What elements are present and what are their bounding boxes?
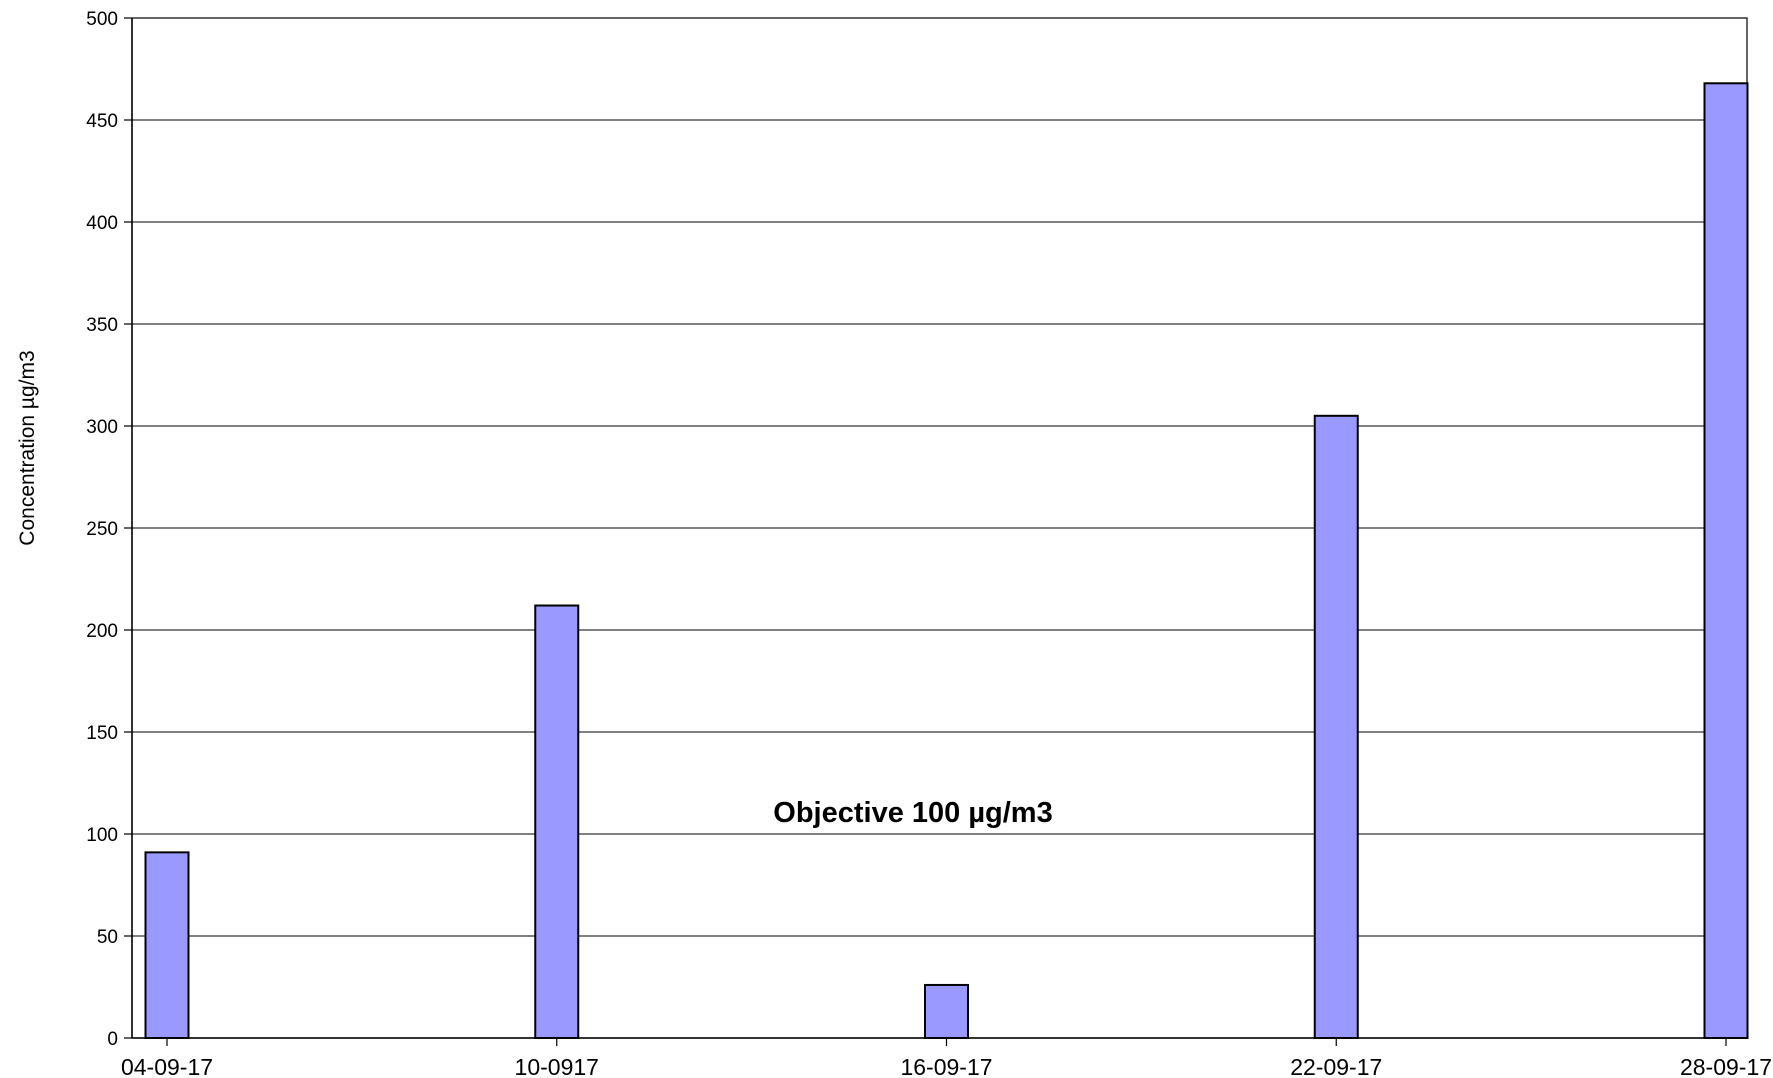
y-tick-label: 400	[86, 213, 118, 234]
x-tick-label: 28-09-17	[1680, 1054, 1772, 1078]
x-tick-label: 22-09-17	[1290, 1054, 1382, 1078]
bar	[1703, 82, 1749, 1039]
x-tick-labels: 04-09-17 10-0917 16-09-17 22-09-17 28-09-17	[121, 1054, 1772, 1078]
y-tick-label: 450	[86, 111, 118, 132]
x-tick-label: 16-09-17	[900, 1054, 992, 1078]
objective-annotation: Objective 100 µg/m3	[773, 797, 1052, 829]
bar	[534, 604, 580, 1040]
y-tick-label: 350	[86, 315, 118, 336]
y-tick-label: 300	[86, 417, 118, 438]
y-tick-label: 150	[86, 723, 118, 744]
y-tick-label: 500	[86, 9, 118, 30]
y-tick-label: 250	[86, 519, 118, 540]
y-tick-label: 0	[107, 1029, 118, 1050]
y-tick-label: 100	[86, 825, 118, 846]
y-tick-labels: 0 50 100 150 200 250 300 350 400 450 500	[86, 9, 118, 1050]
gridlines	[132, 119, 1747, 937]
y-axis-title: Concentration µg/m3	[16, 350, 39, 545]
x-tick-label: 10-0917	[515, 1054, 599, 1078]
y-tick-label: 50	[97, 927, 118, 948]
y-tick-label: 200	[86, 621, 118, 642]
axes	[124, 17, 1747, 1046]
x-tick-label: 04-09-17	[121, 1054, 213, 1078]
bar	[924, 983, 969, 1040]
bar	[144, 851, 190, 1039]
bar	[1313, 414, 1359, 1039]
bars	[144, 82, 1749, 1040]
